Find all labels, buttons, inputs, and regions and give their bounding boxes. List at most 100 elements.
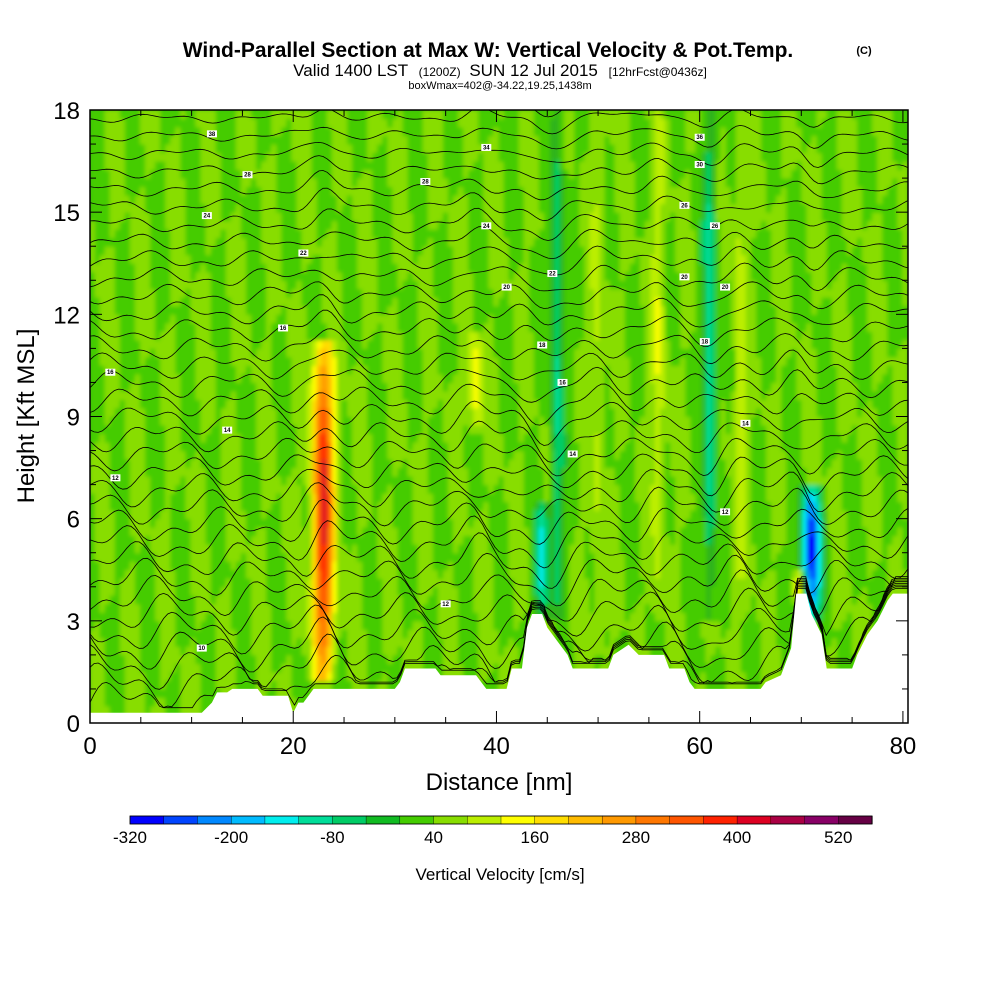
velocity-cell xyxy=(200,296,207,307)
velocity-cell xyxy=(306,143,313,154)
velocity-cell xyxy=(160,330,167,341)
velocity-cell xyxy=(251,381,258,392)
velocity-cell xyxy=(180,552,187,562)
velocity-cell xyxy=(195,424,202,435)
velocity-cell xyxy=(139,628,147,639)
chart-title-group: Wind-Parallel Section at Max W: Vertical… xyxy=(183,39,872,92)
velocity-cell xyxy=(200,628,207,639)
velocity-cell xyxy=(114,237,121,247)
velocity-cell xyxy=(195,356,202,366)
velocity-cell xyxy=(215,577,222,588)
velocity-cell xyxy=(296,186,303,196)
velocity-cell xyxy=(165,152,172,162)
velocity-cell xyxy=(150,194,157,205)
velocity-cell xyxy=(114,688,121,698)
velocity-cell xyxy=(90,484,96,494)
velocity-cell xyxy=(306,398,313,409)
velocity-cell xyxy=(225,313,232,324)
velocity-cell xyxy=(220,203,227,213)
velocity-cell xyxy=(230,339,237,349)
velocity-cell xyxy=(220,433,227,443)
velocity-cell xyxy=(139,177,147,188)
velocity-cell xyxy=(150,441,157,452)
velocity-cell xyxy=(230,228,237,239)
velocity-cell xyxy=(220,654,227,664)
velocity-cell xyxy=(215,398,222,409)
velocity-cell xyxy=(246,194,253,205)
velocity-cell xyxy=(134,305,141,315)
velocity-cell xyxy=(119,381,126,392)
velocity-cell xyxy=(256,339,263,349)
velocity-cell xyxy=(150,135,157,145)
velocity-cell xyxy=(119,237,126,247)
velocity-cell xyxy=(134,569,141,579)
velocity-cell xyxy=(109,398,116,409)
velocity-cell xyxy=(145,126,152,137)
velocity-cell xyxy=(155,279,162,290)
velocity-cell xyxy=(200,203,207,213)
velocity-cell xyxy=(246,110,253,120)
velocity-cell xyxy=(225,594,232,605)
velocity-cell xyxy=(301,637,308,647)
velocity-cell xyxy=(90,645,96,656)
velocity-cell xyxy=(170,347,177,358)
velocity-cell xyxy=(119,586,126,596)
velocity-cell xyxy=(104,135,111,145)
velocity-cell xyxy=(180,611,187,622)
velocity-cell xyxy=(246,398,253,409)
velocity-cell xyxy=(119,696,126,707)
velocity-cell xyxy=(215,228,222,239)
velocity-cell xyxy=(90,186,96,196)
velocity-cell xyxy=(175,110,182,120)
velocity-cell xyxy=(139,398,147,409)
velocity-cell xyxy=(230,135,237,145)
velocity-cell xyxy=(220,135,227,145)
velocity-cell xyxy=(266,611,273,622)
velocity-cell xyxy=(311,475,318,486)
velocity-cell xyxy=(160,296,167,307)
velocity-cell xyxy=(291,679,298,690)
velocity-cell xyxy=(286,279,293,290)
velocity-cell xyxy=(175,186,182,196)
velocity-cell xyxy=(114,160,121,171)
velocity-cell xyxy=(210,509,217,520)
velocity-cell xyxy=(205,603,212,613)
velocity-cell xyxy=(165,203,172,213)
velocity-cell xyxy=(235,424,242,435)
velocity-cell xyxy=(90,356,96,366)
velocity-cell xyxy=(139,552,147,562)
velocity-cell xyxy=(251,254,258,264)
velocity-cell xyxy=(256,518,263,528)
velocity-cell xyxy=(271,467,278,477)
velocity-cell xyxy=(150,416,157,426)
velocity-cell xyxy=(306,467,313,477)
velocity-cell xyxy=(145,177,152,188)
velocity-cell xyxy=(205,475,212,486)
velocity-cell xyxy=(205,313,212,324)
velocity-cell xyxy=(291,322,298,332)
velocity-cell xyxy=(301,526,308,537)
velocity-cell xyxy=(190,322,197,332)
velocity-cell xyxy=(235,143,242,154)
velocity-cell xyxy=(200,126,207,137)
velocity-cell xyxy=(175,526,182,537)
velocity-cell xyxy=(311,220,318,230)
velocity-cell xyxy=(104,407,111,417)
velocity-cell xyxy=(266,594,273,605)
velocity-cell xyxy=(306,110,313,120)
velocity-cell xyxy=(271,160,278,171)
velocity-cell xyxy=(180,501,187,511)
velocity-cell xyxy=(94,458,101,469)
velocity-cell xyxy=(276,654,283,664)
velocity-cell xyxy=(145,322,152,332)
velocity-cell xyxy=(311,364,318,375)
velocity-cell xyxy=(246,381,253,392)
velocity-cell xyxy=(150,390,157,400)
velocity-cell xyxy=(235,220,242,230)
velocity-cell xyxy=(119,416,126,426)
velocity-cell xyxy=(134,441,141,452)
velocity-cell xyxy=(266,228,273,239)
velocity-cell xyxy=(281,594,288,605)
velocity-cell xyxy=(150,237,157,247)
velocity-cell xyxy=(175,416,182,426)
